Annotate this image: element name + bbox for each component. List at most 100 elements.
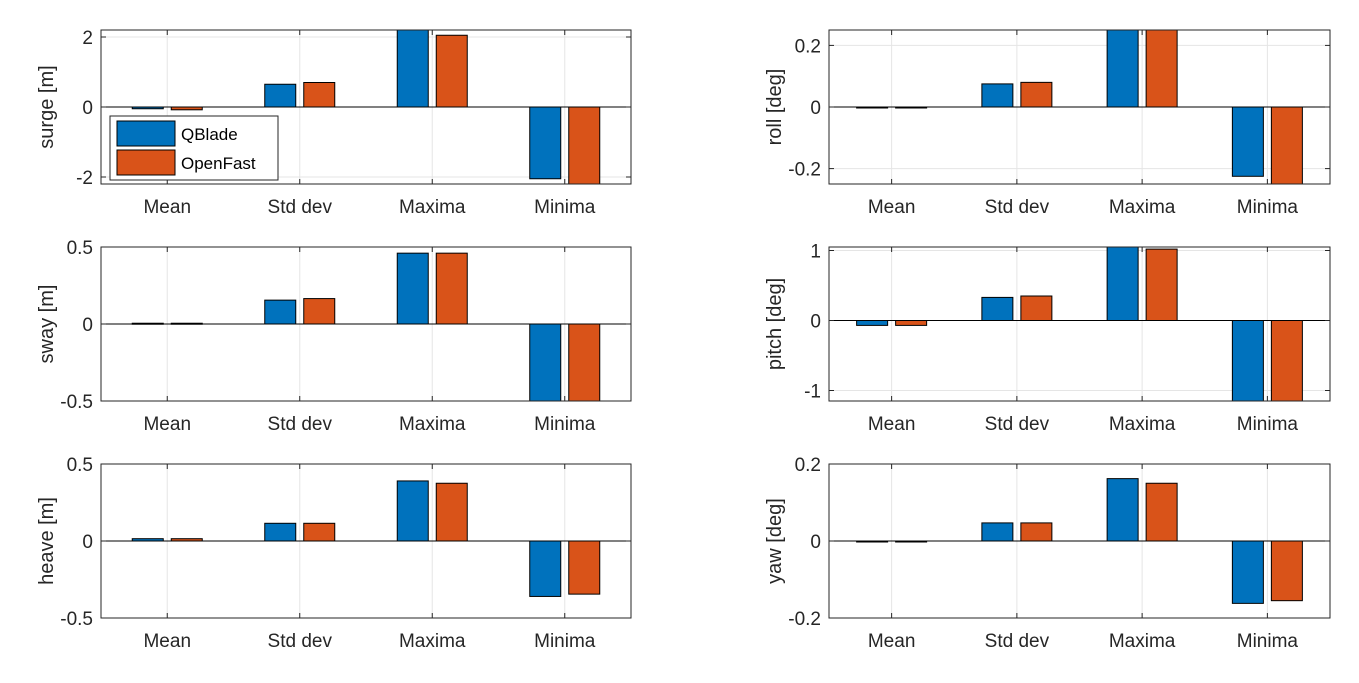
chart-panel: -0.5 0 0.5 Mean Std dev Maxima Minima sway [m]	[36, 238, 632, 435]
bar-openfast	[895, 320, 928, 326]
bar-openfast	[435, 482, 468, 542]
y-axis-label: surge [m]	[36, 65, 58, 148]
bars	[856, 247, 1303, 401]
legend-entry: OpenFast	[181, 154, 256, 173]
y-tick-label: 1	[810, 242, 821, 263]
x-tick-label: Maxima	[399, 197, 466, 218]
legend-swatch	[116, 120, 176, 147]
y-tick-label: -0.5	[60, 392, 93, 413]
bar-openfast	[1020, 522, 1053, 542]
bar-qblade	[1231, 320, 1264, 401]
bar-qblade	[1106, 478, 1139, 542]
bar-openfast	[1270, 320, 1303, 401]
x-tick-label: Maxima	[1109, 414, 1176, 435]
chart-panel: -1 0 1 Mean Std dev Maxima Minima pitch [deg]	[764, 242, 1331, 435]
bar-qblade	[1231, 106, 1264, 177]
x-tick-label: Std dev	[985, 414, 1050, 435]
x-tick-label: Minima	[1237, 631, 1299, 652]
bar-qblade	[856, 320, 889, 326]
bars	[131, 252, 601, 401]
bar-qblade	[1231, 540, 1264, 604]
x-tick-label: Mean	[868, 414, 916, 435]
bar-openfast	[303, 522, 336, 542]
axes-box	[828, 246, 1331, 402]
bar-openfast	[1145, 482, 1178, 542]
y-axis-label: heave [m]	[36, 497, 58, 585]
x-tick-label: Maxima	[1109, 631, 1176, 652]
bars	[131, 30, 601, 184]
bar-openfast	[1145, 30, 1178, 108]
legend: QBlade OpenFast	[109, 115, 279, 181]
bar-openfast	[303, 298, 336, 325]
x-tick-label: Maxima	[399, 631, 466, 652]
y-tick-label: 0.5	[67, 455, 93, 476]
bar-qblade	[529, 106, 562, 180]
x-tick-label: Mean	[143, 197, 191, 218]
bar-openfast	[568, 323, 601, 401]
y-tick-label: -2	[76, 168, 93, 189]
y-axis-label: roll [deg]	[764, 69, 786, 146]
bar-openfast	[1270, 106, 1303, 184]
bar-qblade	[981, 522, 1014, 542]
y-tick-label: 0	[82, 98, 93, 119]
bar-openfast	[1145, 248, 1178, 322]
x-tick-label: Std dev	[268, 414, 333, 435]
bar-qblade	[396, 252, 429, 325]
x-tick-label: Std dev	[268, 197, 333, 218]
y-tick-label: 0	[82, 532, 93, 553]
y-tick-label: 0	[810, 312, 821, 333]
bar-openfast	[1020, 81, 1053, 108]
bar-qblade	[264, 522, 297, 542]
x-tick-label: Minima	[534, 631, 596, 652]
bar-openfast	[303, 82, 336, 108]
bar-openfast	[568, 106, 601, 184]
bars	[131, 480, 601, 597]
y-tick-label: 0	[810, 532, 821, 553]
bar-qblade	[264, 83, 297, 108]
y-tick-label: 0.2	[795, 455, 821, 476]
x-tick-label: Minima	[534, 414, 596, 435]
bar-openfast	[435, 34, 468, 108]
bar-openfast	[1270, 540, 1303, 602]
x-tick-label: Maxima	[399, 414, 466, 435]
bars	[856, 478, 1303, 604]
bar-qblade	[529, 323, 562, 401]
bar-qblade	[396, 480, 429, 542]
bar-qblade	[1106, 247, 1139, 321]
bar-openfast	[435, 252, 468, 325]
bar-qblade	[981, 296, 1014, 321]
y-axis-label: yaw [deg]	[764, 498, 786, 584]
y-tick-label: -0.2	[788, 160, 821, 181]
bar-qblade	[396, 30, 429, 108]
y-tick-label: -0.2	[788, 609, 821, 630]
y-axis-label: pitch [deg]	[764, 278, 786, 370]
x-tick-label: Maxima	[1109, 197, 1176, 218]
y-tick-label: -1	[804, 382, 821, 403]
y-tick-label: 0.2	[795, 36, 821, 57]
y-tick-label: 0.5	[67, 238, 93, 259]
y-tick-label: 0	[810, 98, 821, 119]
x-tick-label: Mean	[143, 631, 191, 652]
x-tick-label: Std dev	[985, 631, 1050, 652]
y-tick-label: -0.5	[60, 609, 93, 630]
y-axis-label: sway [m]	[36, 285, 58, 364]
chart-panel: -0.2 0 0.2 Mean Std dev Maxima Minima yaw [deg]	[764, 455, 1331, 652]
chart-panel: -0.2 0 0.2 Mean Std dev Maxima Minima roll [deg…	[764, 29, 1331, 218]
bar-openfast	[568, 540, 601, 595]
x-tick-label: Mean	[143, 414, 191, 435]
x-tick-label: Minima	[1237, 197, 1299, 218]
bar-qblade	[529, 540, 562, 597]
bar-qblade	[264, 299, 297, 325]
x-tick-label: Std dev	[268, 631, 333, 652]
x-tick-label: Mean	[868, 197, 916, 218]
x-tick-label: Minima	[534, 197, 596, 218]
bar-openfast	[1020, 295, 1053, 321]
legend-entry: QBlade	[181, 125, 238, 144]
x-tick-label: Std dev	[985, 197, 1050, 218]
chart-panel: -0.5 0 0.5 Mean Std dev Maxima Minima heave [m]	[36, 455, 632, 652]
bar-qblade	[981, 83, 1014, 108]
legend-swatch	[116, 149, 176, 176]
y-tick-label: 2	[82, 28, 93, 49]
x-tick-label: Minima	[1237, 414, 1299, 435]
